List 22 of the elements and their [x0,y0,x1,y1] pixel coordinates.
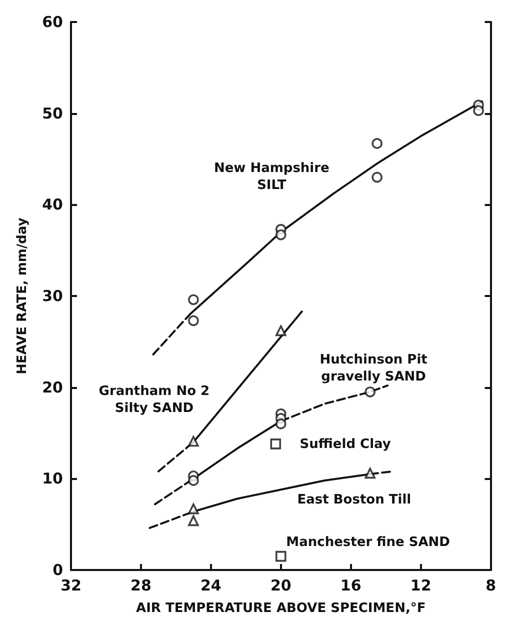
y-tick-label: 60 [42,13,63,31]
annotation: East Boston Till [297,492,412,508]
annotation: Manchester fine SAND [286,535,450,550]
x-tick-label: 24 [200,576,222,594]
annotation: New Hampshire SILT [214,161,330,194]
annotation: Grantham No 2 Silty SAND [98,384,210,416]
y-tick-label: 40 [42,196,63,214]
x-tick-label: 16 [340,576,362,594]
annotation: Hutchinson Pit gravelly SAND [320,352,428,384]
y-tick-label: 50 [42,104,63,122]
x-axis-title: AIR TEMPERATURE ABOVE SPECIMEN,°F [136,601,426,616]
y-tick-label: 10 [42,470,63,488]
y-tick-label: 30 [42,287,63,305]
x-tick-label: 28 [130,576,152,594]
x-tick-label: 8 [486,576,496,594]
annotation: Suffield Clay [300,437,392,452]
y-axis-title: HEAVE RATE, mm/day [15,217,30,374]
y-tick-label: 20 [42,378,63,396]
x-tick-label: 32 [60,576,82,594]
x-tick-label: 20 [270,576,292,594]
x-tick-label: 12 [410,576,432,594]
y-tick-label: 0 [52,561,63,579]
